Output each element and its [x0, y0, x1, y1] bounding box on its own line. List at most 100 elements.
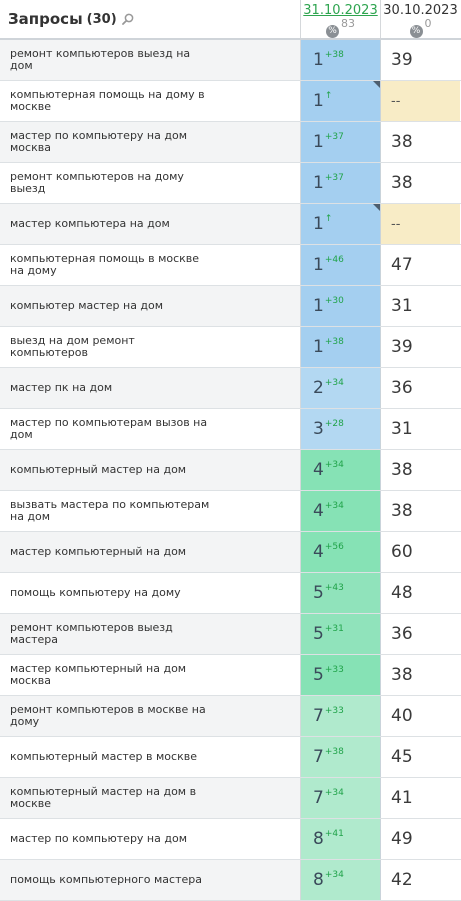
previous-position-cell[interactable]: 38 [381, 450, 460, 490]
previous-position-value: 38 [391, 173, 413, 193]
position-value: 7 [313, 706, 324, 726]
position-value: 2 [313, 378, 324, 398]
query-cell: компьютерный мастер в москве [0, 737, 301, 777]
date-previous-label[interactable]: 30.10.2023 [383, 3, 458, 18]
table-row: мастер компьютера на дом 1 ↑ -- [0, 204, 461, 245]
previous-position-cell[interactable]: 31 [381, 409, 460, 449]
position-cell[interactable]: 1 +38 [301, 40, 381, 80]
query-cell: компьютер мастер на дом [0, 286, 301, 326]
position-delta: ↑ [324, 214, 333, 224]
query-cell: выезд на дом ремонт компьютеров [0, 327, 301, 367]
previous-position-cell[interactable]: -- [381, 204, 460, 244]
previous-position-cell[interactable]: 38 [381, 491, 460, 531]
position-value: 1 [313, 337, 324, 357]
table-row: ремонт компьютеров на дому выезд 1 +37 38 [0, 163, 461, 204]
previous-position-cell[interactable]: 48 [381, 573, 460, 613]
position-cell[interactable]: 8 +34 [301, 860, 381, 900]
query-cell: ремонт компьютеров выезд на дом [0, 40, 301, 80]
table-row: мастер пк на дом 2 +34 36 [0, 368, 461, 409]
position-delta: +28 [324, 419, 344, 429]
query-cell: ремонт компьютеров выезд мастера [0, 614, 301, 654]
position-delta: +34 [324, 378, 344, 388]
position-cell[interactable]: 1 +30 [301, 286, 381, 326]
query-text: компьютерный мастер на дом в москве [10, 785, 197, 810]
corner-marker-icon [373, 204, 380, 211]
previous-position-value: 39 [391, 50, 413, 70]
previous-position-value: 31 [391, 296, 413, 316]
previous-position-cell[interactable]: 39 [381, 327, 460, 367]
previous-position-value: 60 [391, 542, 413, 562]
position-cell[interactable]: 5 +31 [301, 614, 381, 654]
previous-position-cell[interactable]: 36 [381, 368, 460, 408]
previous-position-cell[interactable]: 38 [381, 163, 460, 203]
queries-title: Запросы [8, 10, 83, 28]
table-row: ремонт компьютеров в москве на дому 7 +33 4… [0, 696, 461, 737]
position-cell[interactable]: 7 +34 [301, 778, 381, 818]
previous-position-cell[interactable]: 45 [381, 737, 460, 777]
position-cell[interactable]: 1 ↑ [301, 204, 381, 244]
position-value: 5 [313, 583, 324, 603]
previous-position-cell[interactable]: 38 [381, 655, 460, 695]
query-text: компьютер мастер на дом [10, 299, 164, 312]
position-cell[interactable]: 4 +34 [301, 450, 381, 490]
query-cell: ремонт компьютеров на дому выезд [0, 163, 301, 203]
previous-position-value: 38 [391, 665, 413, 685]
query-cell: мастер по компьютеру на дом москва [0, 122, 301, 162]
previous-position-cell[interactable]: 49 [381, 819, 460, 859]
position-delta: +31 [324, 624, 344, 634]
previous-position-cell[interactable]: 47 [381, 245, 460, 285]
query-cell: ремонт компьютеров в москве на дому [0, 696, 301, 736]
previous-position-value: -- [391, 93, 401, 109]
date-column-current[interactable]: 31.10.2023 % 83 [301, 0, 381, 38]
position-cell[interactable]: 1 ↑ [301, 81, 381, 121]
table-row: компьютерный мастер в москве 7 +38 45 [0, 737, 461, 778]
position-cell[interactable]: 8 +41 [301, 819, 381, 859]
position-delta: +56 [324, 542, 344, 552]
position-value: 1 [313, 296, 324, 316]
previous-position-value: -- [391, 216, 401, 232]
query-cell: вызвать мастера по компьютерам на дом [0, 491, 301, 531]
previous-position-cell[interactable]: 36 [381, 614, 460, 654]
table-row: мастер по компьютеру на дом москва 1 +37 38 [0, 122, 461, 163]
table-row: помощь компьютеру на дому 5 +43 48 [0, 573, 461, 614]
previous-position-cell[interactable]: 42 [381, 860, 460, 900]
previous-position-cell[interactable]: 38 [381, 122, 460, 162]
previous-position-cell[interactable]: 31 [381, 286, 460, 326]
table-row: компьютерный мастер на дом 4 +34 38 [0, 450, 461, 491]
position-cell[interactable]: 1 +37 [301, 163, 381, 203]
date-current-link[interactable]: 31.10.2023 [303, 3, 378, 18]
position-cell[interactable]: 3 +28 [301, 409, 381, 449]
previous-position-value: 38 [391, 460, 413, 480]
previous-position-cell[interactable]: 40 [381, 696, 460, 736]
position-cell[interactable]: 1 +46 [301, 245, 381, 285]
table-row: помощь компьютерного мастера 8 +34 42 [0, 860, 461, 901]
previous-position-cell[interactable]: 41 [381, 778, 460, 818]
position-cell[interactable]: 1 +38 [301, 327, 381, 367]
previous-position-cell[interactable]: 39 [381, 40, 460, 80]
position-delta: +46 [324, 255, 344, 265]
position-cell[interactable]: 2 +34 [301, 368, 381, 408]
query-text: мастер по компьютеру на дом москва [10, 129, 187, 154]
position-cell[interactable]: 7 +33 [301, 696, 381, 736]
position-value: 8 [313, 870, 324, 890]
queries-count: (30) [86, 11, 117, 27]
corner-marker-icon [373, 81, 380, 88]
position-cell[interactable]: 5 +43 [301, 573, 381, 613]
table-row: мастер по компьютерам вызов на дом 3 +28 31 [0, 409, 461, 450]
table-header: Запросы (30) 31.10.2023 % 83 30.10.2023 … [0, 0, 461, 40]
position-cell[interactable]: 1 +37 [301, 122, 381, 162]
previous-position-value: 49 [391, 829, 413, 849]
table-row: мастер компьютерный на дом москва 5 +33 38 [0, 655, 461, 696]
date-column-previous[interactable]: 30.10.2023 % 0 [381, 0, 460, 38]
query-cell: мастер пк на дом [0, 368, 301, 408]
position-cell[interactable]: 4 +56 [301, 532, 381, 572]
query-text: помощь компьютеру на дому [10, 586, 181, 599]
position-cell[interactable]: 5 +33 [301, 655, 381, 695]
search-icon[interactable] [121, 13, 134, 25]
position-cell[interactable]: 4 +34 [301, 491, 381, 531]
position-cell[interactable]: 7 +38 [301, 737, 381, 777]
previous-position-value: 36 [391, 378, 413, 398]
table-row: выезд на дом ремонт компьютеров 1 +38 39 [0, 327, 461, 368]
previous-position-cell[interactable]: 60 [381, 532, 460, 572]
previous-position-cell[interactable]: -- [381, 81, 460, 121]
